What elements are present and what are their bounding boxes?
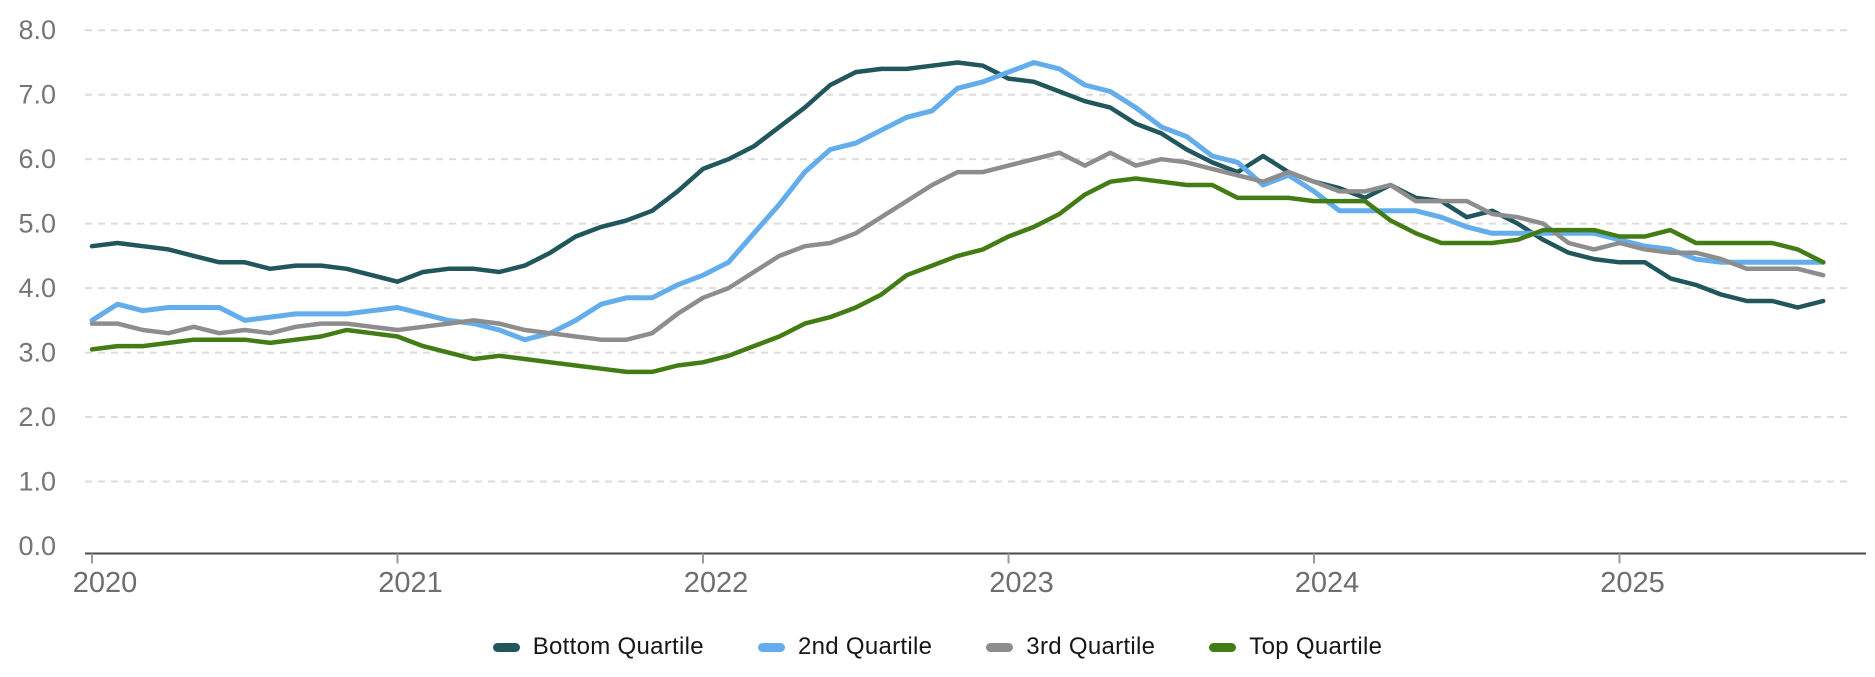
- series-line-2nd-quartile: [89, 60, 1826, 343]
- x-axis-label: 2021: [378, 567, 443, 599]
- legend-swatch-icon: [1209, 642, 1237, 652]
- legend: Bottom Quartile 2nd Quartile 3rd Quartile T…: [0, 622, 1875, 672]
- y-axis-label: 2.0: [18, 402, 56, 432]
- series-line-3rd-quartile: [89, 150, 1826, 342]
- series-line-bottom-quartile: [89, 60, 1826, 310]
- x-axis-label: 2025: [1600, 567, 1665, 599]
- legend-label: 3rd Quartile: [1026, 633, 1156, 660]
- x-axis-label: 2024: [1295, 567, 1360, 599]
- y-axis-label: 7.0: [18, 80, 56, 110]
- y-axis-label: 6.0: [18, 144, 56, 174]
- legend-label: Top Quartile: [1249, 633, 1383, 660]
- plot-area: 0.0 1.0 2.0 3.0 4.0 5.0 6.0 7.0 8.0 2020 2021 2022 2…: [18, 15, 1866, 599]
- y-axis-label: 8.0: [18, 15, 56, 45]
- legend-item-2nd-quartile: 2nd Quartile: [757, 633, 933, 661]
- legend-swatch-icon: [986, 642, 1014, 652]
- x-axis-label: 2022: [684, 567, 749, 599]
- y-axis-label: 0.0: [18, 531, 56, 561]
- legend-item-top-quartile: Top Quartile: [1209, 633, 1382, 661]
- legend-label: Bottom Quartile: [532, 633, 704, 660]
- y-axis-label: 4.0: [18, 273, 56, 303]
- x-axis-label: 2020: [73, 567, 138, 599]
- x-axis-label: 2023: [989, 567, 1054, 599]
- legend-swatch-icon: [492, 642, 520, 652]
- y-axis-label: 3.0: [18, 338, 56, 368]
- y-axis-label: 1.0: [18, 467, 56, 497]
- legend-swatch-icon: [757, 642, 785, 652]
- legend-item-bottom-quartile: Bottom Quartile: [492, 633, 704, 661]
- legend-label: 2nd Quartile: [797, 633, 933, 660]
- y-axis-label: 5.0: [18, 209, 56, 239]
- legend-item-3rd-quartile: 3rd Quartile: [986, 633, 1155, 661]
- series-line-top-quartile: [89, 176, 1826, 375]
